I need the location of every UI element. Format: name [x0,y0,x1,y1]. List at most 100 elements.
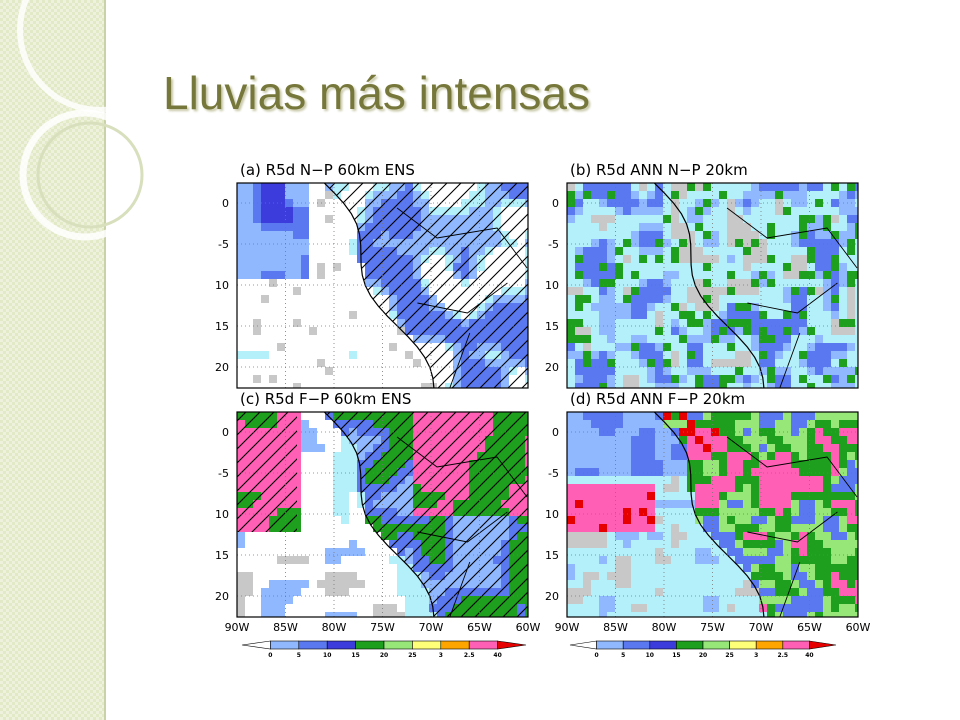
field-cell [775,492,783,500]
coastline [653,182,765,389]
field-cell [823,271,831,279]
field-cell [599,468,607,476]
field-cell [719,319,727,327]
field-cell [277,247,285,255]
colorbar-cell [383,640,413,650]
slide-title: Lluvias más intensas [163,67,590,119]
field-cell [245,287,253,295]
field-cell [855,383,858,388]
field-cell [791,436,799,444]
field-cell [743,580,751,588]
field-cell [325,476,333,484]
field-cell [847,263,855,271]
field-cell [269,255,277,263]
field-cell [309,508,317,516]
field-cell [285,287,293,295]
lat-label: 10 [545,279,559,292]
field-cell [663,351,671,359]
field-cell [735,359,743,367]
field-cell [695,319,703,327]
lat-label: 10 [215,279,229,292]
field-cell [799,223,807,231]
field-cell [743,215,751,223]
field-cell [767,223,775,231]
field-cell [317,343,325,351]
field-cell [623,452,631,460]
field-cell [839,343,847,351]
field-cell [615,452,623,460]
field-cell [293,375,301,383]
field-cell [349,508,357,516]
field-cell [799,444,807,452]
field-cell [855,436,858,444]
field-cell [591,532,599,540]
field-cell [855,604,858,612]
field-cell [575,215,583,223]
field-cell [743,183,751,191]
field-cell [293,596,301,604]
field-cell [583,532,591,540]
field-cell [759,564,767,572]
field-cell [775,263,783,271]
field-cell [623,311,631,319]
field-cell [583,412,591,420]
field-cell [567,564,575,572]
field-cell [357,295,365,303]
field-cell [719,247,727,255]
field-cell [309,255,317,263]
field-cell [599,303,607,311]
field-cell [735,420,743,428]
field-cell [293,263,301,271]
field-cell [735,311,743,319]
field-cell [567,311,575,319]
field-cell [631,295,639,303]
field-cell [727,508,735,516]
field-cell [277,548,285,556]
field-cell [607,351,615,359]
field-cell [711,588,719,596]
field-cell [719,271,727,279]
field-cell [615,604,623,612]
field-cell [663,215,671,223]
field-cell [735,604,743,612]
field-cell [615,247,623,255]
field-cell [397,556,405,564]
field-cell [719,367,727,375]
field-cell [711,207,719,215]
field-cell [735,564,743,572]
field-cell [373,359,381,367]
field-cell [583,191,591,199]
field-cell [775,327,783,335]
field-cell [823,508,831,516]
field-cell [807,311,815,319]
field-cell [647,500,655,508]
field-cell [735,375,743,383]
field-cell [253,596,261,604]
field-cell [799,295,807,303]
field-cell [695,452,703,460]
field-cell [751,271,759,279]
field-cell [655,383,663,388]
field-cell [317,223,325,231]
field-cell [631,516,639,524]
field-cell [719,500,727,508]
field-cell [599,287,607,295]
field-cell [775,476,783,484]
field-cell [695,287,703,295]
field-cell [775,468,783,476]
field-cell [839,263,847,271]
field-cell [687,375,695,383]
field-cell [277,319,285,327]
field-cell [807,484,815,492]
field-cell [237,540,245,548]
field-cell [639,295,647,303]
field-cell [855,612,858,617]
field-cell [743,231,751,239]
field-cell [735,351,743,359]
field-cell [567,343,575,351]
field-cell [815,319,823,327]
field-cell [711,436,719,444]
field-cell [381,311,389,319]
field-cell [847,580,855,588]
field-cell [639,255,647,263]
